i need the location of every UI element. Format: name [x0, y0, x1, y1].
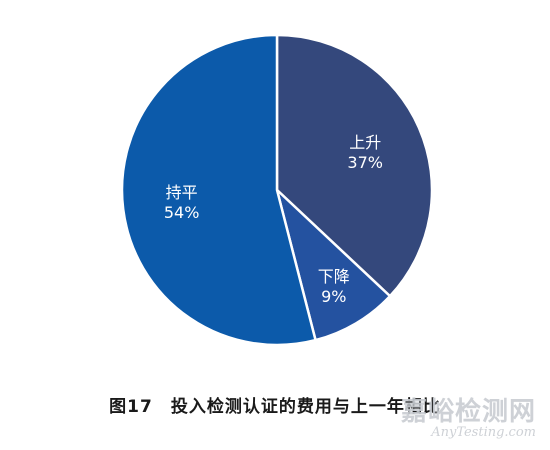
pie-slice-1	[275, 33, 434, 298]
slice-category-label: 持平	[166, 183, 198, 202]
slice-value-label: 37%	[347, 153, 383, 172]
slice-category-label: 上升	[349, 133, 381, 152]
pie-slices	[120, 33, 434, 347]
pie-slice-3	[120, 33, 317, 347]
watermark-cn: 嘉峪检测网	[400, 397, 536, 427]
slice-category-label: 下降	[318, 267, 350, 286]
watermark: 嘉峪检测网 AnyTesting.com	[401, 398, 536, 440]
slice-value-label: 54%	[164, 203, 200, 222]
watermark-en: AnyTesting.com	[431, 425, 536, 440]
slice-value-label: 9%	[321, 287, 346, 306]
pie-slice-2	[275, 188, 392, 342]
chart-caption: 图17 投入检测认证的费用与上一年相比	[109, 397, 441, 417]
